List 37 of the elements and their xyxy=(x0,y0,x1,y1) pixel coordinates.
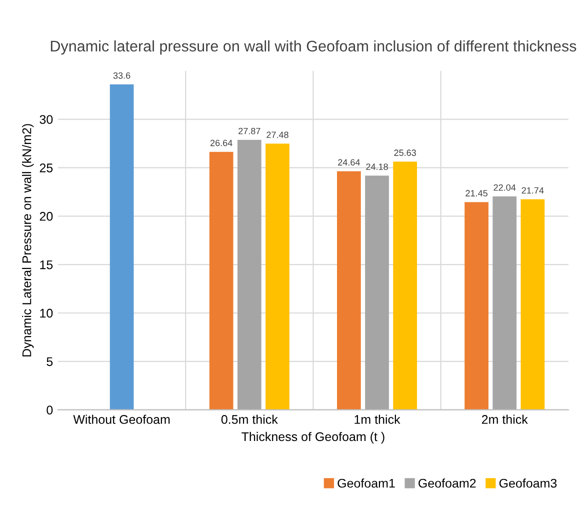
data-label: 27.87 xyxy=(238,128,260,134)
y-tick-label: 20 xyxy=(40,212,53,221)
data-label: 26.64 xyxy=(210,140,232,146)
legend-label: Geofoam3 xyxy=(499,478,557,488)
y-tick-label: 0 xyxy=(46,406,53,415)
legend-label: Geofoam2 xyxy=(418,478,476,488)
x-tick-label: 2m thick xyxy=(482,414,528,424)
legend-label: Geofoam1 xyxy=(338,478,395,488)
y-tick-label: 25 xyxy=(40,164,53,172)
bar xyxy=(365,176,389,410)
data-label: 24.64 xyxy=(338,159,360,166)
data-label: 27.48 xyxy=(266,132,288,138)
bar xyxy=(520,199,545,410)
bar xyxy=(464,202,488,410)
y-tick-label: 15 xyxy=(40,260,53,270)
y-tick-label: 10 xyxy=(40,308,53,318)
bar xyxy=(237,140,262,410)
bar xyxy=(492,196,517,410)
x-tick-label: 0.5m thick xyxy=(221,414,278,424)
data-label: 33.6 xyxy=(113,72,130,79)
bar xyxy=(209,152,234,410)
bar xyxy=(110,84,134,410)
data-label: 22.04 xyxy=(494,184,516,191)
y-tick-label: 5 xyxy=(46,357,53,366)
bar xyxy=(336,171,361,410)
x-tick-label: 1m thick xyxy=(354,414,400,424)
bar xyxy=(393,162,418,410)
data-label: 21.45 xyxy=(466,190,488,196)
bar xyxy=(266,144,290,410)
data-label: 21.74 xyxy=(522,187,544,194)
y-tick-label: 30 xyxy=(40,115,53,124)
x-axis-title: Thickness of Geofoam (t ) xyxy=(242,432,384,444)
data-label: 24.18 xyxy=(366,164,388,170)
chart-title: Dynamic lateral pressure on wall with Geofoam inclusion of different thickness xyxy=(50,40,576,55)
data-label: 25.63 xyxy=(394,150,416,156)
y-axis-title: Dynamic Lateral Pressure on wall (kN/m2) xyxy=(22,124,34,356)
x-tick-label: Without Geofoam xyxy=(73,414,170,424)
